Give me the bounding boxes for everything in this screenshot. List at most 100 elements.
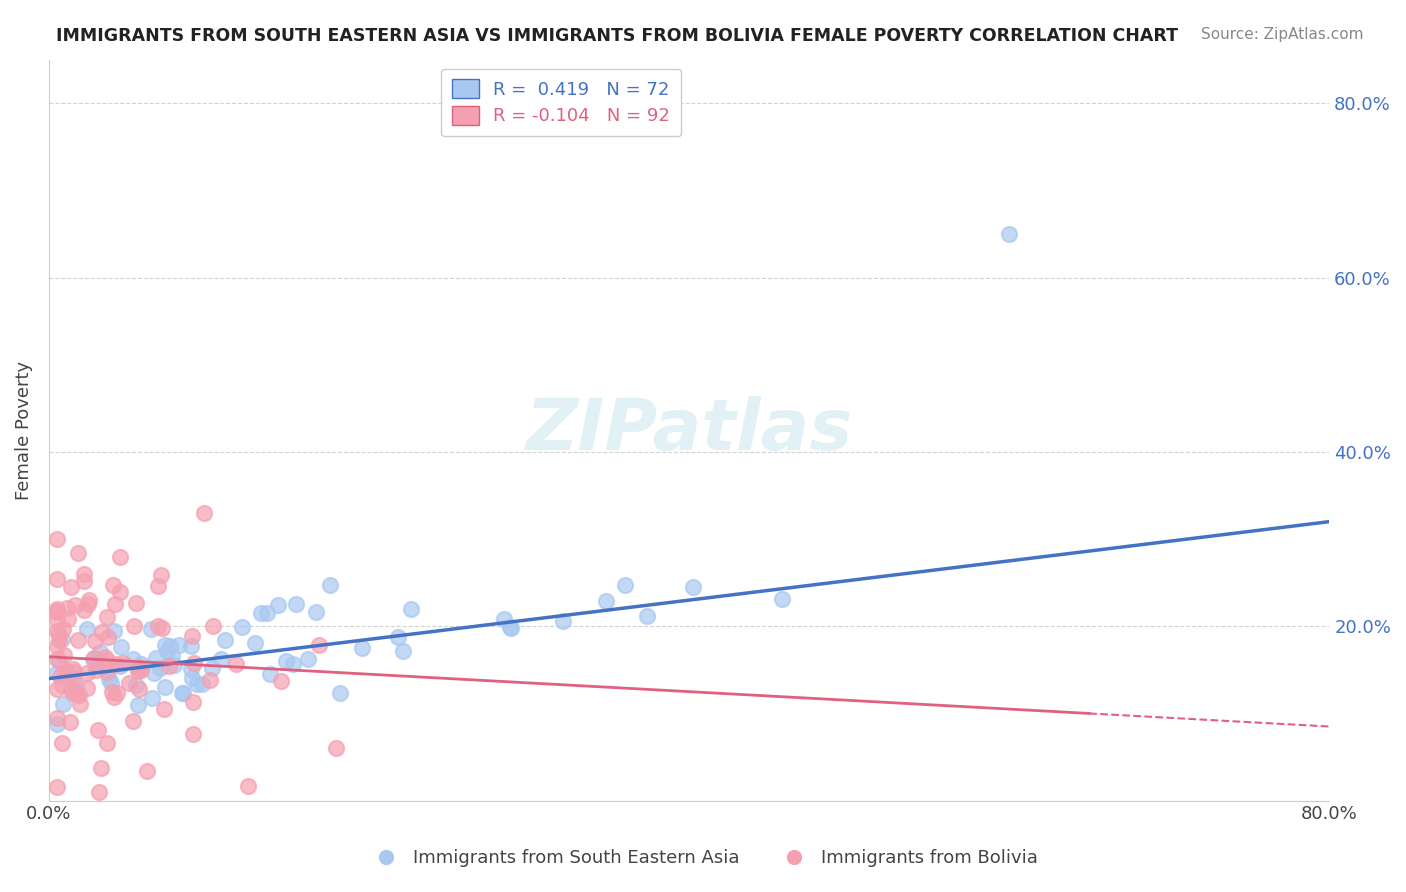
- Point: [51, 632, 73, 647]
- Point: [214, 632, 236, 647]
- Point: [56, 612, 79, 626]
- Point: [89, 655, 111, 669]
- Point: [98, 672, 121, 686]
- Point: [62, 671, 84, 685]
- Point: [551, 614, 574, 628]
- Point: [998, 227, 1021, 241]
- Point: [492, 612, 515, 626]
- Point: [62, 686, 84, 700]
- Point: [150, 568, 173, 582]
- Point: [304, 605, 326, 619]
- Point: [46, 624, 69, 638]
- Point: [387, 630, 409, 644]
- Point: [67, 545, 90, 559]
- Point: [284, 597, 307, 611]
- Point: [124, 619, 146, 633]
- Point: [96, 610, 118, 624]
- Point: [118, 676, 141, 690]
- Point: [270, 673, 292, 688]
- Point: [595, 594, 617, 608]
- Point: [110, 584, 132, 599]
- Point: [48, 633, 70, 648]
- Point: [143, 666, 166, 681]
- Point: [325, 740, 347, 755]
- Point: [59, 714, 82, 729]
- Point: [104, 597, 127, 611]
- Point: [63, 665, 86, 679]
- Point: [499, 621, 522, 635]
- Point: [186, 676, 208, 690]
- Point: [90, 761, 112, 775]
- Point: [259, 666, 281, 681]
- Point: [46, 614, 69, 628]
- Point: [103, 690, 125, 704]
- Point: [76, 622, 98, 636]
- Point: [183, 656, 205, 670]
- Legend: Immigrants from South Eastern Asia, Immigrants from Bolivia: Immigrants from South Eastern Asia, Immi…: [361, 842, 1045, 874]
- Point: [103, 624, 125, 639]
- Point: [153, 702, 176, 716]
- Point: [401, 602, 423, 616]
- Point: [148, 579, 170, 593]
- Point: [76, 666, 98, 681]
- Point: [170, 686, 193, 700]
- Point: [157, 658, 180, 673]
- Y-axis label: Female Poverty: Female Poverty: [15, 360, 32, 500]
- Point: [87, 723, 110, 737]
- Point: [87, 785, 110, 799]
- Point: [281, 657, 304, 671]
- Point: [128, 661, 150, 675]
- Point: [51, 736, 73, 750]
- Point: [636, 608, 658, 623]
- Point: [101, 685, 124, 699]
- Point: [181, 727, 204, 741]
- Point: [48, 627, 70, 641]
- Point: [96, 665, 118, 679]
- Point: [350, 640, 373, 655]
- Point: [72, 602, 94, 616]
- Point: [108, 659, 131, 673]
- Point: [128, 681, 150, 696]
- Point: [391, 644, 413, 658]
- Point: [129, 657, 152, 672]
- Point: [65, 598, 87, 612]
- Point: [110, 549, 132, 564]
- Point: [129, 663, 152, 677]
- Point: [121, 651, 143, 665]
- Point: [84, 657, 107, 672]
- Point: [56, 669, 79, 683]
- Point: [51, 678, 73, 692]
- Point: [201, 660, 224, 674]
- Point: [100, 676, 122, 690]
- Point: [48, 654, 70, 668]
- Point: [145, 650, 167, 665]
- Point: [498, 620, 520, 634]
- Point: [180, 662, 202, 676]
- Point: [319, 578, 342, 592]
- Point: [46, 606, 69, 620]
- Point: [136, 764, 159, 779]
- Point: [46, 572, 69, 586]
- Point: [73, 567, 96, 582]
- Point: [141, 622, 163, 636]
- Text: IMMIGRANTS FROM SOUTH EASTERN ASIA VS IMMIGRANTS FROM BOLIVIA FEMALE POVERTY COR: IMMIGRANTS FROM SOUTH EASTERN ASIA VS IM…: [56, 27, 1178, 45]
- Point: [225, 657, 247, 671]
- Point: [55, 665, 77, 679]
- Point: [156, 644, 179, 658]
- Point: [62, 662, 84, 676]
- Point: [105, 686, 128, 700]
- Point: [105, 657, 128, 672]
- Point: [149, 660, 172, 674]
- Point: [66, 687, 89, 701]
- Point: [46, 780, 69, 794]
- Point: [153, 638, 176, 652]
- Point: [93, 649, 115, 664]
- Point: [55, 601, 77, 615]
- Point: [127, 698, 149, 713]
- Point: [46, 604, 69, 618]
- Point: [52, 648, 75, 663]
- Point: [159, 639, 181, 653]
- Point: [46, 711, 69, 725]
- Text: Source: ZipAtlas.com: Source: ZipAtlas.com: [1201, 27, 1364, 42]
- Point: [111, 656, 134, 670]
